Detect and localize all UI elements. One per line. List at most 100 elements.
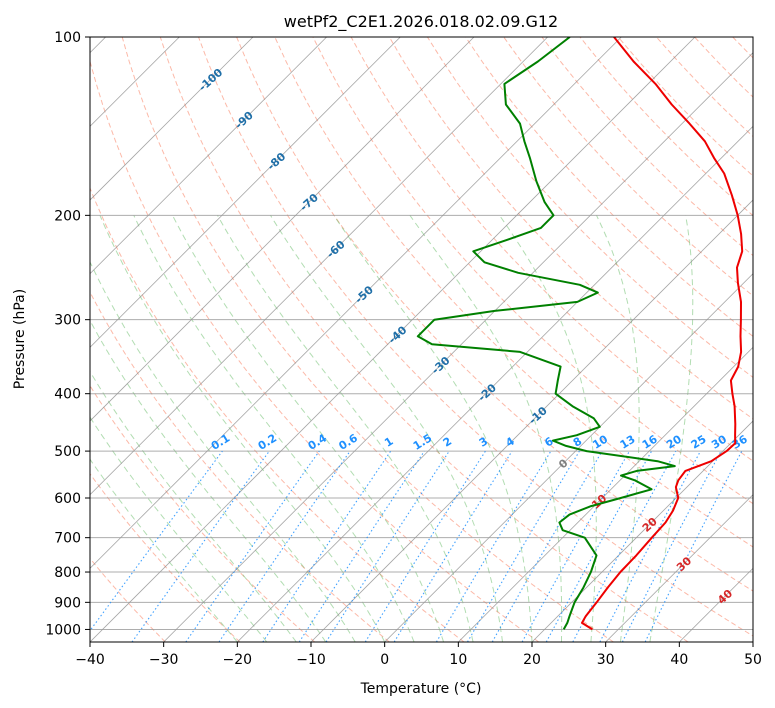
mixing-ratio-line <box>572 450 677 642</box>
mixing-ratio-line <box>545 450 653 642</box>
moist-adiabat <box>409 215 563 642</box>
mixing-ratio-label: 10 <box>590 432 610 451</box>
mixing-ratio-label: 3 <box>477 435 490 450</box>
chart-title: wetPf2_C2E1.2026.018.02.09.G12 <box>284 12 558 32</box>
mixing-ratio-line <box>298 450 425 642</box>
isotherm-line <box>605 494 753 642</box>
isotherm-line <box>90 37 401 348</box>
mixing-ratio-line <box>325 450 450 642</box>
mixing-ratio-label: 25 <box>689 433 709 452</box>
x-tick-label: −20 <box>223 652 253 668</box>
x-tick-label: 20 <box>523 652 541 668</box>
mixing-ratio-line <box>218 450 351 642</box>
isotherm-labels: 0.1 0.2 0.4 0.6 1 1.5 2 3 4 6 8 10 13 16 20 25 30 36-100-… <box>196 66 750 607</box>
isotherm-line <box>90 37 327 275</box>
x-tick-label: 10 <box>449 652 467 668</box>
moist-adiabat <box>90 319 327 642</box>
dry-adiabat <box>90 291 390 642</box>
y-tick-label: 400 <box>54 387 81 403</box>
y-tick-label: 300 <box>54 313 81 329</box>
isotherm-line <box>90 37 475 422</box>
mixing-ratio-label: 0.6 <box>337 431 361 453</box>
mixing-ratio-line <box>262 450 392 642</box>
moist-adiabat <box>172 215 445 642</box>
isotherm-line <box>384 273 753 642</box>
x-tick-label: 0 <box>380 652 389 668</box>
isotherm-line <box>90 37 254 201</box>
dewpoint-profile-line <box>416 37 676 630</box>
mixing-ratio-label: 1 <box>382 435 395 450</box>
dry-adiabat <box>274 37 753 548</box>
isotherm-line <box>90 37 622 569</box>
temperature-profile-line <box>581 37 744 631</box>
isotherm-line <box>531 420 753 642</box>
dry-adiabat <box>656 37 753 138</box>
isotherm-label: 40 <box>715 587 735 607</box>
y-tick-label: 700 <box>54 531 81 547</box>
x-tick-label: −30 <box>149 652 179 668</box>
moist-adiabat <box>649 215 694 642</box>
x-tick-label: 50 <box>744 652 762 668</box>
mixing-ratio-line <box>131 450 270 642</box>
profile-lines <box>416 37 744 631</box>
dry-adiabat <box>90 472 241 642</box>
mixing-ratio-line <box>521 450 630 642</box>
isotherm-line <box>752 641 753 642</box>
x-tick-label: 40 <box>670 652 688 668</box>
moist-adiabat <box>90 416 268 642</box>
x-tick-label: −40 <box>75 652 105 668</box>
dry-adiabat <box>503 37 753 297</box>
moist-adiabat <box>596 215 640 642</box>
dry-adiabat <box>732 37 753 59</box>
dry-adiabat <box>465 37 753 338</box>
dry-adiabat <box>90 186 465 642</box>
moist-adiabat <box>333 215 533 642</box>
mixing-ratio-line <box>90 450 223 632</box>
moist-adiabat <box>217 215 474 642</box>
mixing-ratio-line <box>364 450 486 642</box>
dry-adiabat <box>90 557 166 642</box>
mixing-ratio-label: 2 <box>441 435 454 450</box>
y-axis-label: Pressure (hPa) <box>12 289 28 389</box>
dry-adiabat <box>771 37 775 642</box>
y-tick-label: 500 <box>54 444 81 460</box>
y-tick-label: 1000 <box>45 622 81 638</box>
moist-adiabat <box>270 215 503 642</box>
background-grid <box>90 37 775 642</box>
dry-adiabat <box>159 37 689 642</box>
mixing-ratio-label: 13 <box>618 433 638 452</box>
isotherm-line <box>458 346 753 642</box>
mixing-ratio-label: 16 <box>640 432 660 451</box>
dry-adiabat <box>198 37 753 637</box>
moist-adiabat <box>90 458 238 642</box>
dry-adiabat <box>90 384 316 642</box>
y-tick-label: 600 <box>54 491 81 507</box>
isotherm-line <box>310 199 753 642</box>
axes: −40 −30 −20 −10 0 10 20 30 40 50 1000 900 800 700 600 5… <box>45 30 762 668</box>
y-tick-label: 900 <box>54 595 81 611</box>
mixing-ratio-line <box>393 450 513 642</box>
mixing-ratio-label: 1.5 <box>411 431 434 452</box>
x-tick-label: 30 <box>597 652 615 668</box>
moist-adiabat <box>90 260 356 642</box>
dry-adiabat <box>694 37 753 98</box>
isotherm-label: -100 <box>196 66 225 94</box>
moist-adiabat <box>99 215 386 642</box>
dry-adiabat <box>388 37 753 420</box>
mixing-ratio-label: 0.1 <box>209 431 232 452</box>
isotherm-label: 30 <box>674 554 694 574</box>
mixing-ratio-line <box>644 450 743 642</box>
x-tick-label: −10 <box>296 652 326 668</box>
moist-adiabat <box>133 215 415 642</box>
dry-adiabat <box>426 37 753 378</box>
mixing-ratio-line <box>185 450 320 642</box>
moist-adiabat <box>90 370 297 642</box>
y-tick-label: 100 <box>54 30 81 46</box>
dry-adiabat <box>350 37 753 462</box>
plot-frame <box>89 36 754 643</box>
mixing-ratio-label: 36 <box>730 432 750 451</box>
dry-adiabat <box>90 59 540 642</box>
isotherm-line <box>90 37 696 642</box>
mixing-ratio-label: 30 <box>709 432 729 451</box>
